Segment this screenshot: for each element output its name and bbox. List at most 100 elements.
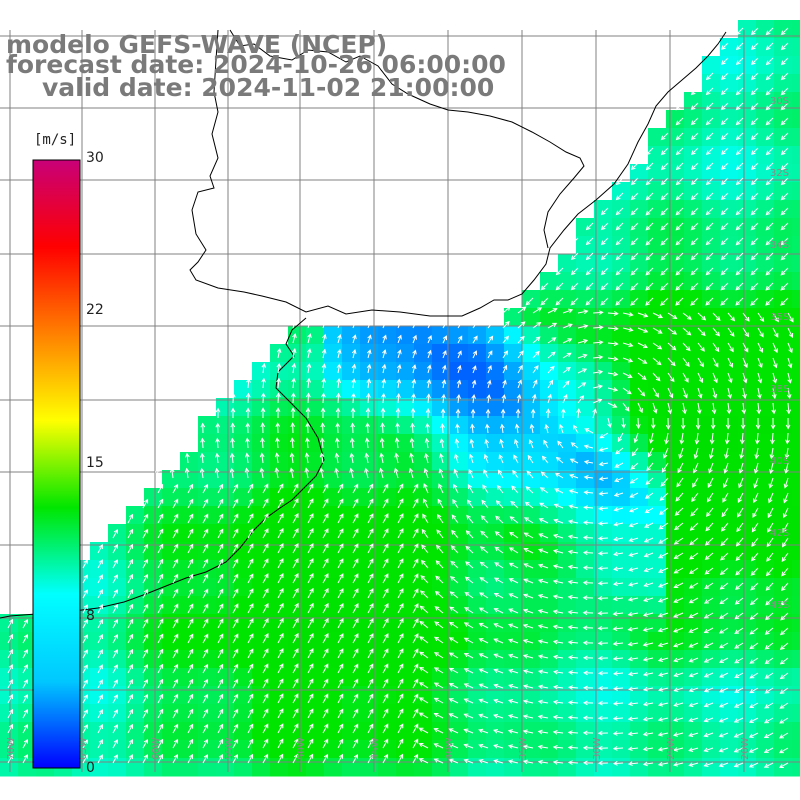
- wind-speed-cell: [630, 632, 649, 651]
- wind-speed-cell: [414, 524, 433, 543]
- wind-speed-cell: [792, 722, 800, 741]
- wind-arrow: [642, 701, 654, 707]
- wind-speed-cell: [504, 398, 523, 417]
- wind-speed-cell: [792, 452, 800, 471]
- wind-speed-cell: [144, 614, 163, 633]
- wind-arrow: [187, 753, 193, 764]
- wind-arrow: [112, 633, 118, 644]
- wind-arrow: [652, 372, 661, 382]
- wind-arrow: [202, 528, 209, 539]
- wind-arrow: [615, 297, 624, 306]
- wind-arrow: [705, 222, 714, 231]
- wind-arrow: [319, 452, 325, 464]
- wind-arrow: [292, 558, 299, 569]
- wind-arrow: [478, 638, 489, 644]
- wind-speed-cell: [756, 578, 775, 597]
- wind-speed-cell: [432, 398, 451, 417]
- wind-speed-cell: [792, 632, 800, 651]
- wind-arrow: [157, 693, 164, 704]
- wind-arrow: [733, 717, 744, 723]
- wind-arrow: [522, 759, 534, 765]
- wind-arrow: [735, 87, 744, 96]
- wind-speed-cell: [252, 380, 271, 399]
- wind-arrow: [435, 575, 444, 584]
- wind-speed-cell: [576, 740, 595, 759]
- title-forecast-date: forecast date: 2024-10-26 06:00:00: [6, 50, 506, 79]
- wind-arrow: [277, 587, 284, 599]
- wind-arrow: [493, 759, 504, 764]
- wind-speed-cell: [180, 596, 199, 615]
- wind-arrow: [215, 422, 221, 434]
- wind-arrow: [585, 282, 594, 291]
- wind-arrow: [352, 723, 359, 734]
- wind-arrow: [612, 581, 624, 587]
- wind-arrow: [337, 573, 344, 584]
- wind-arrow: [645, 282, 654, 291]
- wind-arrow: [785, 432, 790, 445]
- wind-speed-cell: [540, 452, 559, 471]
- wind-speed-cell: [216, 668, 235, 687]
- wind-arrow: [157, 603, 164, 614]
- wind-arrow: [764, 672, 774, 679]
- wind-speed-cell: [792, 560, 800, 579]
- wind-arrow: [675, 162, 684, 171]
- wind-arrow: [217, 573, 224, 584]
- wind-arrow: [427, 335, 432, 344]
- wind-arrow: [292, 723, 299, 734]
- wind-speed-cell: [576, 596, 595, 615]
- wind-arrow: [292, 587, 299, 599]
- wind-speed-cell: [612, 416, 631, 435]
- wind-arrow: [322, 753, 329, 764]
- wind-arrow: [517, 335, 525, 344]
- wind-arrow: [337, 723, 344, 734]
- wind-arrow: [645, 207, 654, 216]
- wind-arrow: [246, 377, 251, 389]
- wind-arrow: [352, 663, 359, 674]
- wind-speed-cell: [432, 758, 451, 777]
- wind-arrow: [757, 372, 763, 384]
- wind-arrow: [337, 753, 344, 764]
- wind-speed-cell: [702, 614, 721, 633]
- wind-arrow: [562, 338, 573, 344]
- wind-arrow: [703, 732, 714, 738]
- wind-speed-cell: [612, 182, 631, 201]
- wind-arrow: [657, 627, 669, 633]
- wind-speed-cell: [450, 632, 469, 651]
- wind-arrow: [157, 543, 164, 554]
- wind-arrow: [682, 327, 692, 336]
- wind-arrow: [493, 728, 504, 734]
- wind-arrow: [397, 588, 404, 599]
- wind-arrow: [247, 573, 254, 584]
- wind-arrow: [612, 761, 624, 766]
- wind-arrow: [780, 192, 789, 201]
- wind-speed-cell: [738, 110, 757, 129]
- wind-arrow: [232, 558, 239, 569]
- wind-arrow: [275, 392, 281, 404]
- wind-speed-cell: [18, 740, 37, 759]
- wind-arrow: [704, 597, 714, 604]
- wind-arrow: [667, 372, 675, 383]
- wind-arrow: [455, 423, 460, 434]
- wind-arrow: [652, 342, 663, 350]
- wind-arrow: [583, 475, 594, 480]
- wind-speed-cell: [396, 416, 415, 435]
- wind-arrow: [567, 625, 579, 630]
- wind-speed-cell: [648, 740, 667, 759]
- wind-speed-cell: [108, 722, 127, 741]
- wind-arrow: [733, 702, 744, 708]
- wind-arrow: [532, 350, 540, 359]
- wind-speed-cell: [180, 488, 199, 507]
- wind-speed-cell: [630, 740, 649, 759]
- wind-arrow: [629, 492, 639, 498]
- wind-arrow: [200, 452, 205, 464]
- wind-speed-cell: [774, 380, 793, 399]
- wind-speed-cell: [126, 578, 145, 597]
- wind-arrow: [688, 717, 699, 723]
- wind-speed-cell: [774, 470, 793, 489]
- wind-arrow: [555, 456, 564, 464]
- wind-arrow: [482, 484, 489, 494]
- wind-speed-cell: [738, 38, 757, 57]
- wind-speed-cell: [756, 722, 775, 741]
- wind-speed-cell: [504, 470, 523, 489]
- wind-speed-cell: [0, 758, 19, 777]
